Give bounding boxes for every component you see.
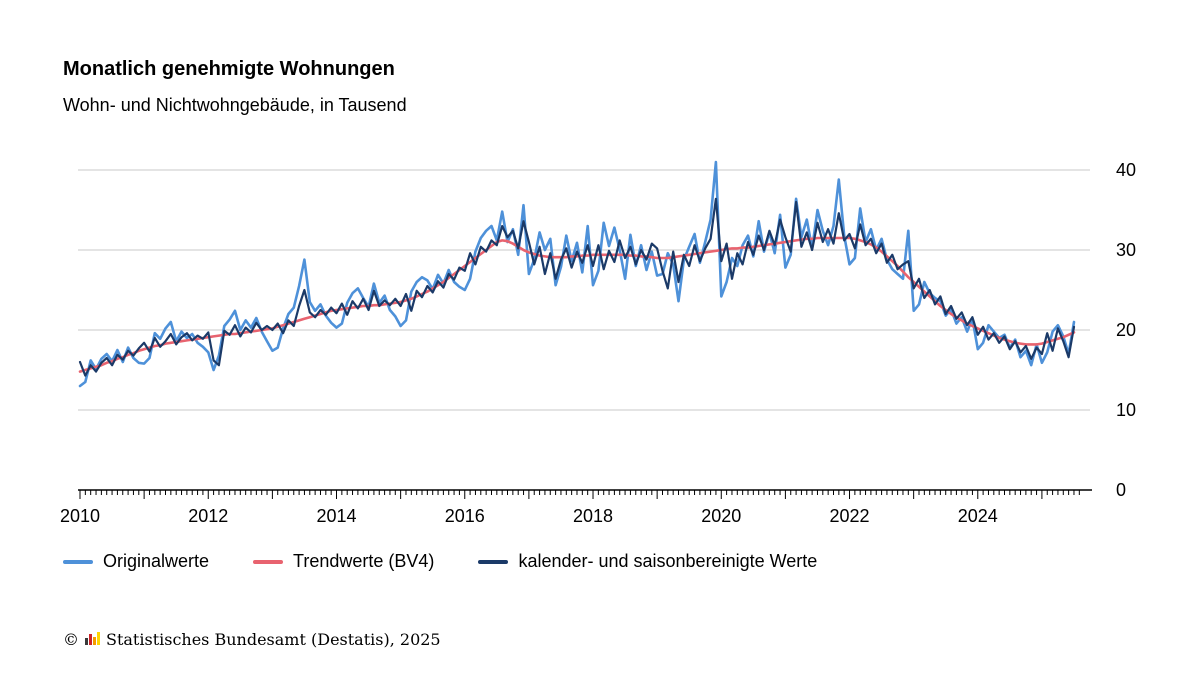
svg-text:2014: 2014 [316, 506, 356, 526]
source-line: © Statistisches Bundesamt (Destatis), 20… [63, 630, 441, 649]
svg-text:40: 40 [1116, 160, 1136, 180]
svg-text:10: 10 [1116, 400, 1136, 420]
svg-text:2022: 2022 [830, 506, 870, 526]
svg-text:0: 0 [1116, 480, 1126, 500]
svg-text:2012: 2012 [188, 506, 228, 526]
svg-text:2010: 2010 [60, 506, 100, 526]
chart-canvas: 0 10 20 30 40 2010 2012 2014 2016 2018 2020 2022 202… [60, 160, 1136, 526]
trendwerte-line-swatch [253, 559, 284, 564]
chart-area: 0 10 20 30 40 2010 2012 2014 2016 2018 2020 2022 202… [0, 128, 1200, 548]
svg-text:2016: 2016 [445, 506, 485, 526]
legend-label: Trendwerte (BV4) [293, 551, 435, 571]
svg-text:2018: 2018 [573, 506, 613, 526]
page-subtitle: Wohn- und Nichtwohngebäude, in Tausend [63, 95, 407, 115]
legend-item-saisonbereinigt: kalender- und saisonbereinigte Werte [478, 551, 817, 572]
saisonbereinigt-line-swatch [478, 559, 509, 564]
destatis-logo-icon [85, 632, 100, 645]
chart-legend: Originalwerte Trendwerte (BV4) kalender-… [63, 551, 817, 572]
legend-item-originalwerte: Originalwerte [63, 551, 209, 572]
svg-text:2020: 2020 [701, 506, 741, 526]
svg-text:2024: 2024 [958, 506, 998, 526]
legend-label: kalender- und saisonbereinigte Werte [518, 551, 818, 571]
page-title: Monatlich genehmigte Wohnungen [63, 58, 395, 80]
svg-text:20: 20 [1116, 320, 1136, 340]
originalwerte-line-swatch [63, 559, 93, 564]
copyright-symbol: © [63, 630, 79, 649]
svg-text:30: 30 [1116, 240, 1136, 260]
source-text: Statistisches Bundesamt (Destatis), 2025 [106, 630, 441, 649]
legend-item-trendwerte: Trendwerte (BV4) [253, 551, 434, 572]
legend-label: Originalwerte [103, 551, 210, 571]
